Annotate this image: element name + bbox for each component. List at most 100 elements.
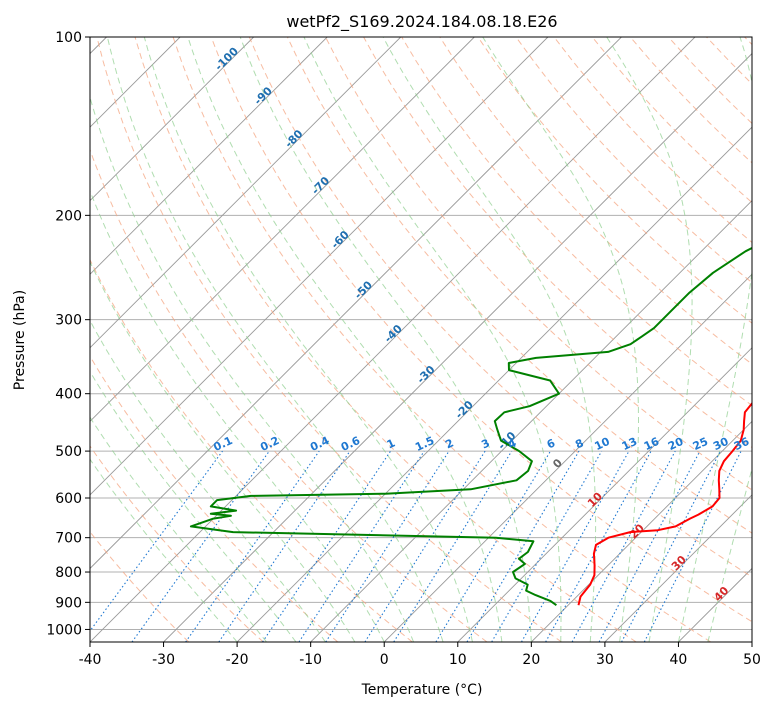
dry-adiabat	[668, 37, 752, 125]
moist-adiabat	[90, 319, 326, 642]
isotherm-label: -30	[414, 363, 437, 386]
moist-adiabat	[90, 458, 238, 642]
mixing-ratio-line	[571, 450, 676, 642]
dry-adiabat	[286, 37, 752, 534]
mixing-ratio-line	[325, 450, 450, 642]
mixing-ratio-line	[545, 450, 652, 642]
isotherm-line	[236, 126, 752, 642]
dry-adiabat	[90, 445, 264, 642]
dry-adiabat	[515, 37, 752, 284]
moist-adiabat	[303, 37, 562, 642]
dry-adiabat	[744, 37, 752, 46]
dry-adiabat	[90, 258, 413, 642]
mixing-ratio-line	[520, 450, 630, 642]
isotherm-label: -70	[309, 174, 332, 197]
isotherm-line	[678, 567, 752, 642]
dry-adiabat	[325, 37, 752, 491]
mixing-ratio-label: 8	[573, 436, 585, 451]
y-tick-label: 100	[55, 30, 82, 46]
x-tick-label: 0	[380, 652, 389, 668]
isotherm-line	[457, 347, 752, 642]
y-tick-label: 700	[55, 531, 82, 547]
dry-adiabat	[90, 148, 488, 642]
moist-adiabat	[143, 37, 473, 642]
moist-adiabat	[90, 416, 267, 642]
isotherm-label: -60	[329, 228, 352, 251]
y-tick-label: 900	[55, 595, 82, 611]
y-tick-label: 400	[55, 387, 82, 403]
isotherm-line	[90, 37, 254, 202]
moist-adiabat	[677, 37, 752, 642]
mixing-ratio-line	[435, 450, 551, 642]
x-tick-label: 10	[449, 652, 467, 668]
mixing-ratio-line	[90, 450, 223, 632]
moist-adiabat	[707, 466, 752, 642]
isotherm-line	[383, 273, 752, 642]
dry-adiabat	[629, 37, 752, 164]
moist-adiabat	[90, 189, 385, 642]
y-tick-label: 200	[55, 208, 82, 224]
y-tick-label: 600	[55, 491, 82, 507]
y-tick-label: 500	[55, 444, 82, 460]
isotherm-label: -100	[212, 44, 241, 73]
moist-adiabat	[106, 37, 444, 642]
temperature-profile	[577, 401, 752, 606]
isotherm-label: 40	[711, 584, 731, 604]
isotherm-line	[531, 420, 752, 642]
dry-adiabat	[439, 37, 752, 365]
isotherm-label: 10	[585, 490, 605, 510]
moist-adiabat	[90, 370, 297, 642]
moist-adiabat	[382, 37, 597, 642]
dewpoint-profile	[189, 246, 752, 607]
dry-adiabat	[172, 37, 712, 642]
x-tick-label: -20	[226, 652, 249, 668]
mixing-ratio-line	[131, 450, 270, 642]
dry-adiabat	[248, 37, 752, 578]
mixing-ratio-label: 10	[592, 435, 612, 453]
y-axis-label: Pressure (hPa)	[12, 290, 28, 390]
moist-adiabat	[187, 37, 503, 642]
mixing-ratio-label: 3	[479, 436, 491, 451]
mixing-ratio-line	[598, 450, 701, 642]
mixing-ratio-label: 6	[545, 436, 558, 451]
isotherm-label: -20	[453, 398, 476, 421]
x-tick-label: 50	[743, 652, 761, 668]
x-tick-label: 30	[596, 652, 614, 668]
moist-adiabat	[606, 37, 693, 642]
x-tick-label: 40	[670, 652, 688, 668]
y-tick-label: 300	[55, 313, 82, 329]
isotherm-label: -80	[282, 127, 305, 150]
mixing-ratio-line	[643, 450, 742, 642]
isotherm-line	[90, 37, 475, 422]
x-tick-label: 20	[522, 652, 540, 668]
isotherm-line	[90, 37, 402, 349]
mixing-ratio-label: 20	[666, 435, 686, 453]
mixing-ratio-line	[298, 450, 425, 642]
isotherm-line	[751, 641, 752, 642]
y-tick-label: 800	[55, 565, 82, 581]
x-tick-label: -30	[152, 652, 175, 668]
isotherm-line	[90, 37, 549, 496]
mixing-ratio-line	[185, 450, 320, 642]
isotherm-line	[604, 494, 752, 642]
dry-adiabat	[90, 531, 190, 642]
mixing-ratio-line	[466, 450, 580, 642]
isotherm-line	[90, 37, 622, 570]
y-tick-label: 1000	[46, 622, 82, 638]
isotherm-line	[310, 200, 752, 642]
mixing-ratio-label: 36	[732, 435, 752, 453]
dry-adiabat	[134, 37, 637, 642]
moist-adiabat	[482, 37, 639, 642]
mixing-ratio-line	[393, 450, 513, 642]
moist-adiabat	[239, 37, 532, 642]
dry-adiabat	[210, 37, 752, 623]
moist-adiabat	[90, 95, 415, 642]
mixing-ratio-label: 30	[711, 435, 731, 453]
isotherm-label: -40	[382, 322, 405, 345]
isotherm-label: -90	[252, 84, 275, 107]
isotherm-label: -50	[352, 278, 375, 301]
dry-adiabat	[96, 37, 562, 642]
